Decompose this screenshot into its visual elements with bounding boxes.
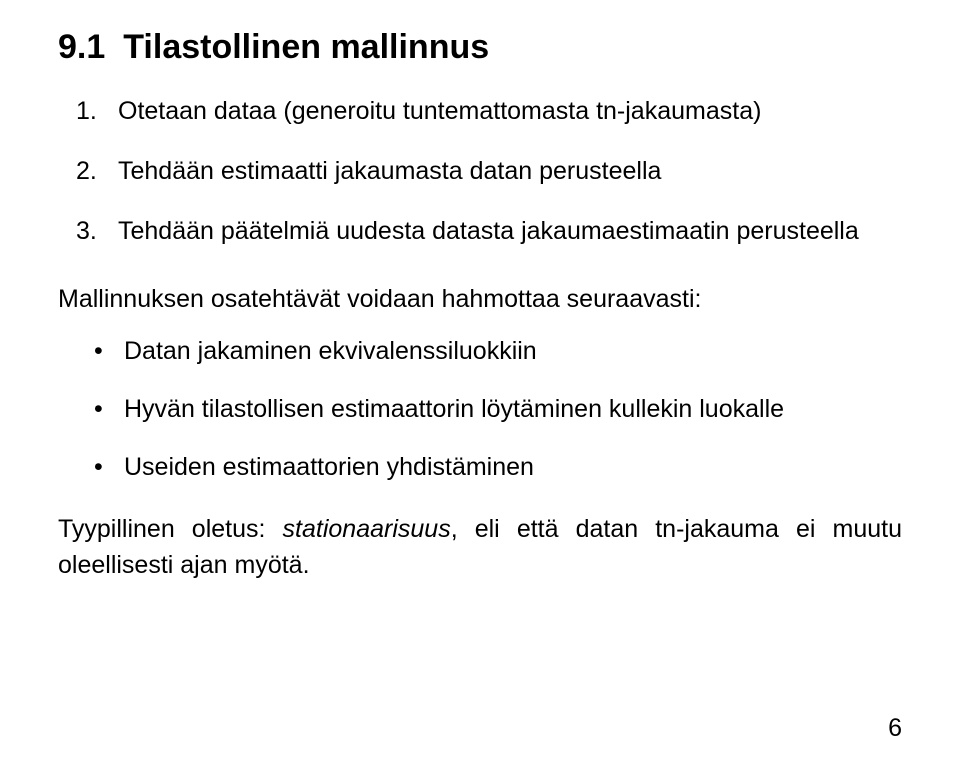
list-item: Datan jakaminen ekvivalenssiluokkiin [58, 335, 902, 369]
item-text: Otetaan dataa (generoitu tuntemattomasta… [118, 97, 761, 125]
bullet-list: Datan jakaminen ekvivalenssiluokkiin Hyv… [58, 335, 902, 484]
section-number: 9.1 [58, 28, 105, 66]
item-text: Tehdään estimaatti jakaumasta datan peru… [118, 157, 661, 185]
closing-emphasis: stationaarisuus [283, 515, 451, 543]
list-item: Useiden estimaattorien yhdistäminen [58, 451, 902, 485]
intro-paragraph: Mallinnuksen osatehtävät voidaan hahmott… [58, 282, 902, 317]
item-number: 3. [76, 215, 97, 249]
list-item: 2. Tehdään estimaatti jakaumasta datan p… [58, 155, 902, 189]
list-item: 3. Tehdään päätelmiä uudesta datasta jak… [58, 215, 902, 249]
document-page: 9.1 Tilastollinen mallinnus 1. Otetaan da… [0, 0, 960, 765]
list-item: 1. Otetaan dataa (generoitu tuntemattoma… [58, 95, 902, 129]
item-text: Tehdään päätelmiä uudesta datasta jakaum… [118, 217, 859, 245]
item-number: 1. [76, 95, 97, 129]
list-item: Hyvän tilastollisen estimaattorin löytäm… [58, 393, 902, 427]
section-title: Tilastollinen mallinnus [123, 28, 489, 66]
item-number: 2. [76, 155, 97, 189]
section-heading: 9.1 Tilastollinen mallinnus [58, 28, 902, 67]
closing-prefix: Tyypillinen oletus: [58, 515, 283, 543]
numbered-list: 1. Otetaan dataa (generoitu tuntemattoma… [58, 95, 902, 248]
page-number: 6 [888, 714, 902, 743]
closing-paragraph: Tyypillinen oletus: stationaarisuus, eli… [58, 511, 902, 584]
